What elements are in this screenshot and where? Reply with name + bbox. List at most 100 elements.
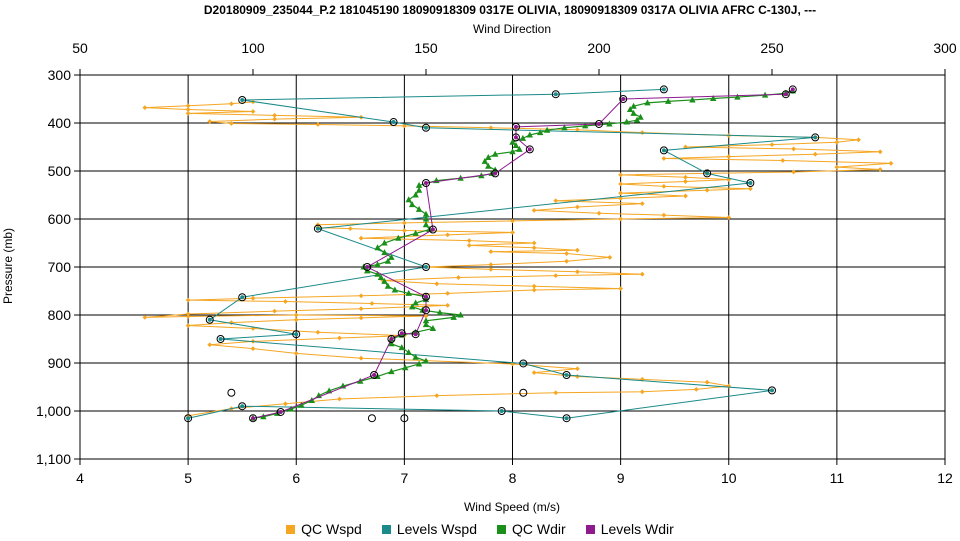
data-point bbox=[381, 249, 388, 256]
legend-item-levels-wdir[interactable]: Levels Wdir bbox=[585, 521, 674, 537]
data-point bbox=[422, 306, 430, 315]
data-point bbox=[293, 351, 299, 356]
data-point bbox=[510, 218, 515, 224]
grid bbox=[79, 74, 946, 460]
data-point bbox=[630, 109, 637, 116]
data-point bbox=[313, 224, 322, 233]
top-tick-label: 200 bbox=[587, 40, 611, 56]
data-point bbox=[384, 257, 392, 264]
data-point bbox=[637, 113, 644, 120]
top-tick-label: 250 bbox=[760, 40, 784, 56]
data-point-fill bbox=[186, 416, 191, 421]
data-point-fill bbox=[399, 331, 404, 336]
data-point-fill bbox=[661, 148, 666, 153]
data-point bbox=[205, 315, 214, 324]
data-point bbox=[423, 313, 429, 319]
data-point bbox=[422, 215, 430, 222]
data-point bbox=[788, 85, 797, 94]
plot-frame bbox=[79, 74, 946, 460]
data-point bbox=[726, 215, 732, 220]
data-point-fill bbox=[240, 404, 245, 409]
data-point bbox=[574, 269, 580, 275]
data-point bbox=[363, 263, 372, 271]
data-point bbox=[434, 393, 440, 399]
data-point bbox=[877, 149, 883, 155]
data-point bbox=[216, 335, 225, 343]
data-point bbox=[395, 234, 402, 241]
data-point bbox=[184, 414, 193, 423]
y-tick-label: 300 bbox=[48, 67, 72, 83]
data-point bbox=[693, 387, 699, 392]
data-point bbox=[481, 157, 489, 164]
data-point-fill bbox=[564, 373, 569, 377]
top-tick-label: 150 bbox=[414, 40, 438, 56]
data-point bbox=[398, 344, 405, 351]
data-point-fill bbox=[240, 295, 245, 300]
data-point bbox=[551, 90, 560, 99]
data-point bbox=[488, 267, 494, 272]
data-point-fill bbox=[251, 416, 255, 421]
data-point bbox=[574, 204, 580, 210]
data-point bbox=[228, 101, 234, 107]
data-point bbox=[510, 230, 515, 235]
x-tick-label: 7 bbox=[400, 470, 408, 486]
data-point bbox=[457, 311, 464, 318]
data-point bbox=[536, 129, 544, 136]
data-point bbox=[415, 360, 423, 367]
y-tick-label: 600 bbox=[48, 211, 72, 227]
data-point bbox=[491, 169, 500, 178]
data-point bbox=[747, 186, 753, 192]
legend-item-qc-wspd[interactable]: QC Wspd bbox=[286, 521, 362, 537]
data-point bbox=[511, 122, 520, 131]
data-point bbox=[531, 245, 537, 251]
legend: QC Wspd Levels Wspd QC Wdir Levels Wdir bbox=[0, 519, 960, 539]
data-point bbox=[388, 340, 395, 347]
data-point bbox=[564, 251, 569, 256]
data-point-fill bbox=[365, 265, 370, 269]
data-point-fill bbox=[813, 135, 818, 140]
data-point bbox=[791, 169, 797, 175]
data-point bbox=[607, 255, 613, 260]
data-point-fill bbox=[424, 294, 428, 299]
data-point bbox=[415, 186, 423, 193]
legend-item-levels-wspd[interactable]: Levels Wspd bbox=[381, 521, 477, 537]
data-point bbox=[422, 317, 430, 324]
data-point-fill bbox=[493, 171, 498, 176]
data-point bbox=[391, 286, 399, 293]
data-point bbox=[422, 221, 430, 228]
data-point bbox=[618, 172, 624, 178]
data-point bbox=[250, 346, 256, 351]
data-point bbox=[639, 130, 645, 135]
data-point bbox=[250, 109, 256, 114]
x-tick-label: 4 bbox=[76, 470, 84, 486]
data-point-fill bbox=[391, 120, 396, 125]
data-point-fill bbox=[705, 171, 710, 176]
data-point bbox=[683, 174, 688, 180]
data-point bbox=[249, 414, 257, 423]
x-tick-label: 11 bbox=[830, 470, 845, 486]
series-line bbox=[144, 101, 891, 417]
data-point-fill bbox=[564, 416, 569, 421]
x-tick-label: 6 bbox=[292, 470, 300, 486]
data-point bbox=[445, 303, 451, 308]
data-point bbox=[422, 123, 430, 132]
data-point bbox=[485, 162, 492, 169]
data-point bbox=[606, 120, 613, 127]
legend-item-qc-wdir[interactable]: QC Wdir bbox=[497, 521, 566, 537]
data-point-fill bbox=[424, 125, 428, 130]
x-tick-label: 8 bbox=[509, 470, 517, 486]
open-circle-marker bbox=[227, 388, 236, 397]
data-point bbox=[780, 158, 786, 163]
data-point bbox=[856, 137, 861, 143]
data-point bbox=[369, 301, 375, 306]
data-point bbox=[381, 239, 388, 246]
data-point bbox=[665, 97, 672, 104]
data-point bbox=[574, 366, 580, 372]
data-point bbox=[402, 364, 409, 371]
data-point bbox=[626, 106, 634, 113]
data-point bbox=[595, 119, 603, 128]
data-point bbox=[531, 370, 537, 375]
data-point bbox=[564, 258, 569, 264]
data-point bbox=[384, 282, 392, 289]
